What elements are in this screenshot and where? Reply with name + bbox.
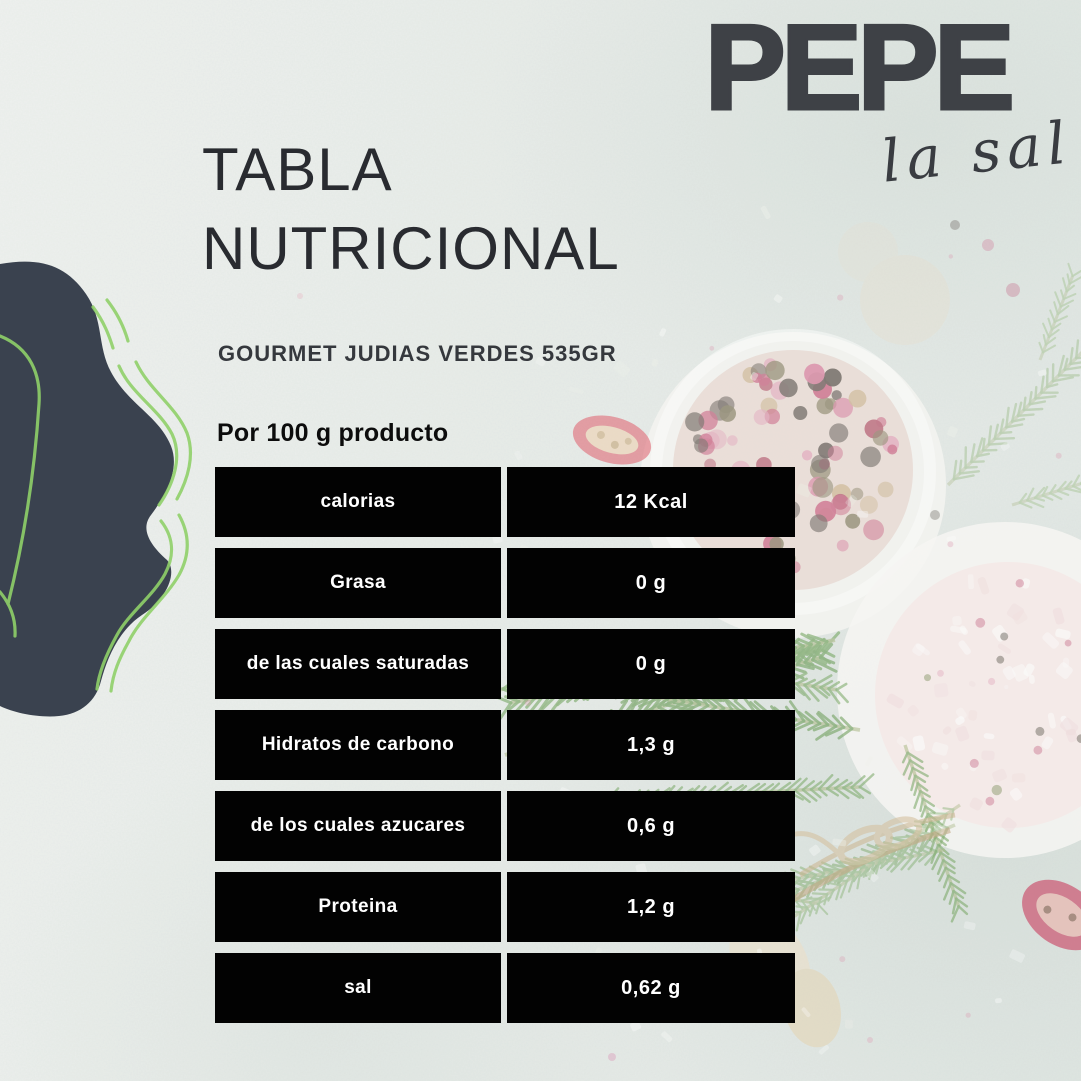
- nutrition-label-cell: de los cuales azucares: [215, 791, 501, 861]
- chili-slice-edge: [1022, 879, 1081, 951]
- nutrition-value-cell: 1,3 g: [507, 710, 795, 780]
- page-title-line2: NUTRICIONAL: [202, 215, 620, 282]
- brand-logo-text: PEPE: [703, 0, 1017, 135]
- nutrition-value-cell: 0 g: [507, 548, 795, 618]
- nutrition-value-cell: 12 Kcal: [507, 467, 795, 537]
- nutrition-label-cell: Grasa: [215, 548, 501, 618]
- salt-bowl: [837, 522, 1081, 858]
- green-doodle-lines: [0, 298, 193, 693]
- nutrition-table: calorias 12 Kcal Grasa 0 g de las cuales…: [215, 467, 795, 1023]
- serving-heading: Por 100 g producto: [217, 419, 449, 447]
- nutrition-value-cell: 0 g: [507, 629, 795, 699]
- nutrition-value-cell: 0,6 g: [507, 791, 795, 861]
- page-title-line1: TABLA: [202, 136, 393, 203]
- nutrition-value-cell: 0,62 g: [507, 953, 795, 1023]
- nutrition-value-cell: 1,2 g: [507, 872, 795, 942]
- rosemary-sprig-top-right: [946, 262, 1081, 509]
- nutrition-label-cell: de las cuales saturadas: [215, 629, 501, 699]
- nutrition-label-cell: sal: [215, 953, 501, 1023]
- nutrition-label-cell: Hidratos de carbono: [215, 710, 501, 780]
- chili-slice: [572, 415, 652, 465]
- nutrition-label-cell: Proteina: [215, 872, 501, 942]
- blob-graphic: [0, 261, 193, 717]
- dark-blob-shape: [0, 261, 174, 717]
- page-title: TABLA NUTRICIONAL: [202, 130, 620, 288]
- nutrition-label-cell: calorias: [215, 467, 501, 537]
- blurred-garlic-patch: [838, 222, 950, 345]
- product-name: GOURMET JUDIAS VERDES 535GR: [218, 341, 617, 366]
